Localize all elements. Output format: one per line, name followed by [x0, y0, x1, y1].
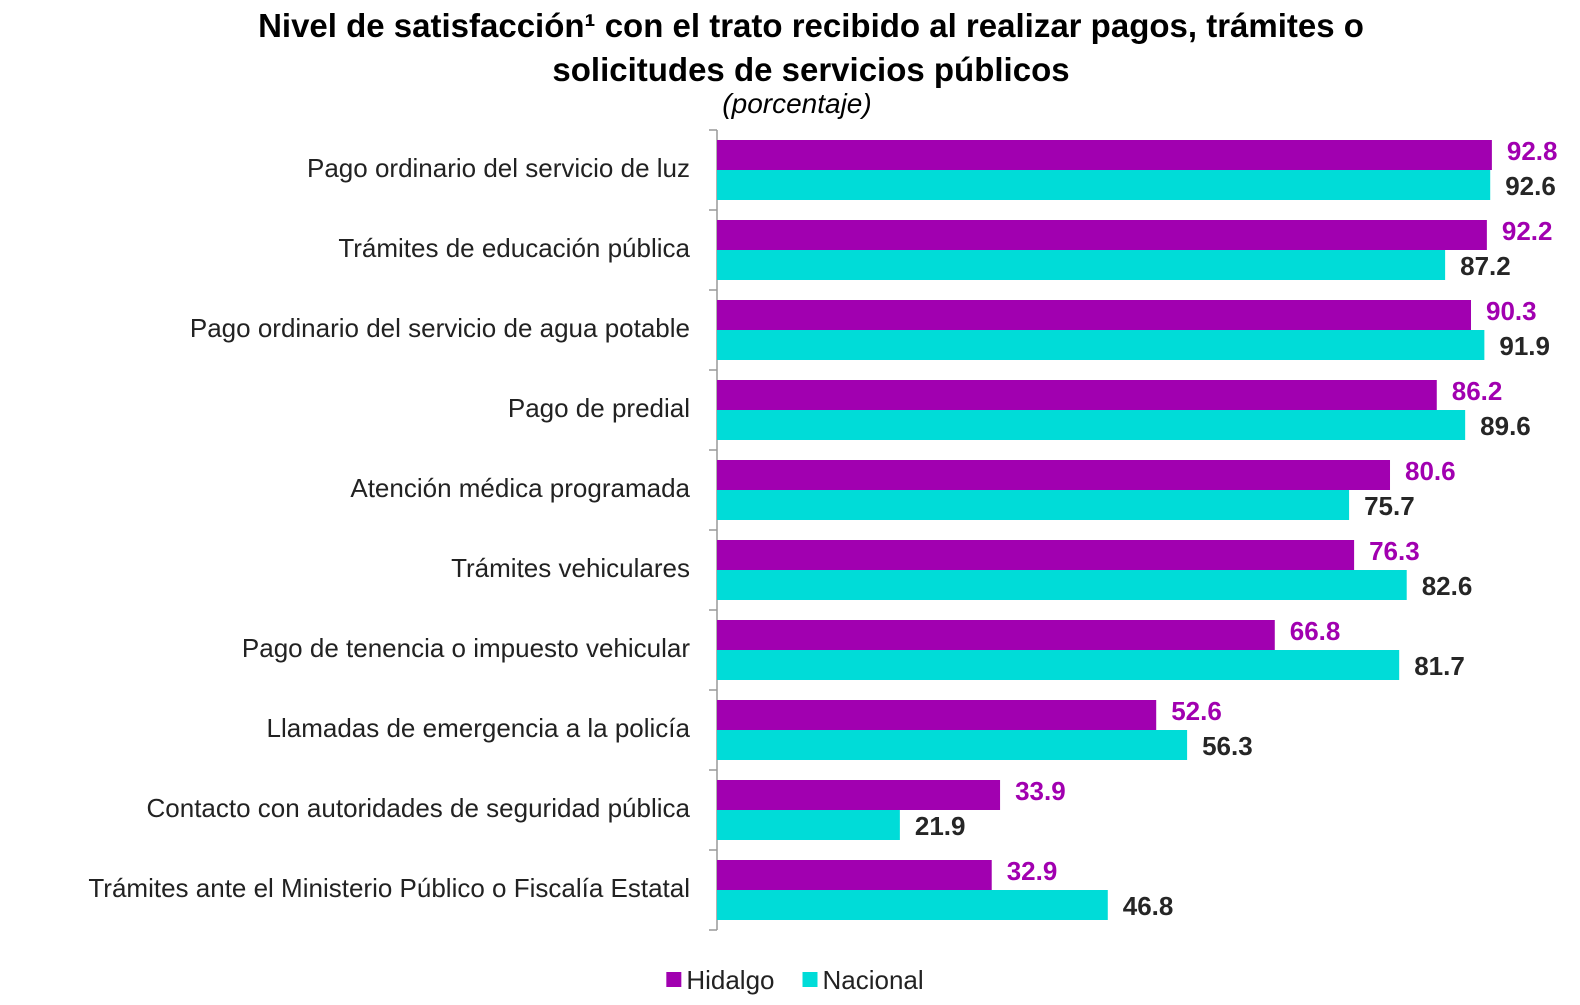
category-label: Atención médica programada — [350, 473, 690, 503]
chart-subtitle: (porcentaje) — [722, 88, 872, 119]
value-label: 46.8 — [1123, 891, 1174, 921]
value-label: 80.6 — [1405, 456, 1456, 486]
value-label: 52.6 — [1171, 696, 1222, 726]
value-label: 33.9 — [1015, 776, 1066, 806]
value-label: 32.9 — [1007, 856, 1058, 886]
bar — [717, 380, 1437, 410]
value-label: 82.6 — [1422, 571, 1473, 601]
category-label: Pago ordinario del servicio de luz — [307, 153, 690, 183]
value-label: 87.2 — [1460, 251, 1511, 281]
value-label: 66.8 — [1290, 616, 1341, 646]
bar — [717, 620, 1275, 650]
value-label: 90.3 — [1486, 296, 1537, 326]
bar — [717, 490, 1350, 520]
legend-swatch — [802, 972, 818, 987]
category-label: Trámites ante el Ministerio Público o Fi… — [88, 873, 690, 903]
legend-swatch — [666, 972, 682, 987]
bar — [717, 810, 900, 840]
category-label: Llamadas de emergencia a la policía — [267, 713, 691, 743]
value-label: 89.6 — [1480, 411, 1531, 441]
bar — [717, 460, 1391, 490]
category-label: Pago de tenencia o impuesto vehicular — [242, 633, 690, 663]
category-label: Contacto con autoridades de seguridad pú… — [147, 793, 691, 823]
bar — [717, 140, 1492, 170]
category-label: Pago ordinario del servicio de agua pota… — [190, 313, 690, 343]
value-label: 56.3 — [1202, 731, 1253, 761]
bar — [717, 780, 1001, 810]
legend-label: Hidalgo — [686, 965, 774, 995]
bar — [717, 860, 992, 890]
legend-label: Nacional — [823, 965, 924, 995]
value-label: 92.6 — [1505, 171, 1556, 201]
bar — [717, 890, 1108, 920]
bar — [717, 650, 1400, 680]
chart-title: Nivel de satisfacción¹ con el trato reci… — [258, 7, 1364, 88]
category-label: Trámites de educación pública — [338, 233, 690, 263]
category-label: Pago de predial — [508, 393, 690, 423]
value-label: 76.3 — [1369, 536, 1420, 566]
value-label: 92.2 — [1502, 216, 1553, 246]
bar — [717, 730, 1188, 760]
bar — [717, 250, 1446, 280]
bar — [717, 570, 1407, 600]
bar — [717, 170, 1491, 200]
bar — [717, 700, 1157, 730]
bar — [717, 300, 1472, 330]
bar — [717, 330, 1485, 360]
value-label: 91.9 — [1499, 331, 1550, 361]
category-label: Trámites vehiculares — [451, 553, 690, 583]
value-label: 92.8 — [1507, 136, 1558, 166]
value-label: 75.7 — [1364, 491, 1415, 521]
value-label: 81.7 — [1414, 651, 1465, 681]
bar — [717, 220, 1487, 250]
value-label: 86.2 — [1452, 376, 1503, 406]
value-label: 21.9 — [915, 811, 966, 841]
bar — [717, 410, 1466, 440]
bar — [717, 540, 1355, 570]
